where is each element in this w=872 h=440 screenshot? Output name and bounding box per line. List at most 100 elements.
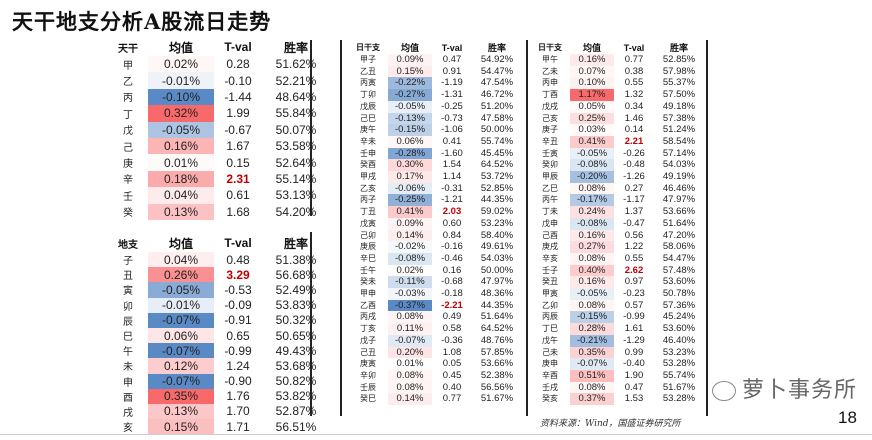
bottom-divider xyxy=(0,434,872,435)
table-row: 丁未 0.24% 1.37 53.66% xyxy=(530,206,704,218)
divider xyxy=(310,40,312,216)
row-label: 甲子 xyxy=(360,55,376,64)
mean-cell: 0.16% xyxy=(570,276,614,289)
table-row: 壬戌 0.08% 0.47 51.67% xyxy=(530,381,704,394)
win-rate-cell: 64.52% xyxy=(480,323,514,335)
mean-cell: 0.18% xyxy=(148,170,214,188)
win-rate-cell: 51.38% xyxy=(275,252,317,267)
table-row: 己巳 -0.13% -0.73 47.58% xyxy=(348,112,522,125)
win-rate-cell: 56.51% xyxy=(275,419,317,434)
t-value-cell: 0.45 xyxy=(442,369,462,381)
win-rate-cell: 48.36% xyxy=(480,288,514,300)
t-value-cell: 2.03 xyxy=(442,206,462,218)
table-row: 辰 -0.07% -0.91 50.32% xyxy=(108,312,330,328)
row-label: 己巳 xyxy=(360,113,376,123)
row-label: 甲申 xyxy=(360,289,376,299)
win-rate-cell: 54.92% xyxy=(480,54,514,65)
win-rate-cell: 54.47% xyxy=(480,65,514,77)
win-rate-cell: 56.56% xyxy=(480,381,514,393)
table-row: 乙丑 0.15% 0.91 54.47% xyxy=(348,65,522,78)
row-label: 丙辰 xyxy=(542,312,558,322)
win-rate-cell: 53.23% xyxy=(662,346,696,358)
win-rate-cell: 51.62% xyxy=(275,57,317,72)
t-value-cell: -0.25 xyxy=(441,100,463,112)
table-row: 庚寅 0.01% 0.05 53.66% xyxy=(348,358,522,370)
mean-cell: -0.03% xyxy=(388,288,432,300)
win-rate-cell: 53.82% xyxy=(275,389,317,404)
t-value-cell: -2.21 xyxy=(441,299,463,311)
table-row: 庚辰 -0.02% -0.16 49.61% xyxy=(348,241,522,253)
table-row: 戊子 -0.07% -0.36 48.76% xyxy=(348,334,522,347)
mean-cell: 0.28% xyxy=(570,323,614,335)
mean-cell: -0.01% xyxy=(148,72,214,89)
table-row: 戊 -0.05% -0.67 50.07% xyxy=(108,121,330,138)
row-label: 丁酉 xyxy=(542,90,558,100)
table-row: 癸丑 0.16% 0.97 53.60% xyxy=(530,276,704,289)
mean-cell: 0.35% xyxy=(570,346,614,359)
t-value-cell: -0.16 xyxy=(441,241,463,253)
column-header: 均值 xyxy=(400,43,419,53)
table-row: 辛 0.18% 2.31 55.14% xyxy=(108,170,330,188)
row-label: 癸巳 xyxy=(360,394,376,404)
t-value-cell: 0.15 xyxy=(226,155,250,170)
t-value-cell: -1.60 xyxy=(441,147,463,159)
mean-cell: 0.11% xyxy=(388,323,432,335)
win-rate-cell: 52.38% xyxy=(480,369,514,381)
table-row: 乙 -0.01% -0.10 52.21% xyxy=(108,72,330,89)
win-rate-cell: 54.03% xyxy=(662,159,696,171)
t-value-cell: 0.47 xyxy=(442,54,462,65)
row-label: 癸 xyxy=(123,208,133,220)
mean-cell: 0.06% xyxy=(148,327,214,344)
row-label: 壬 xyxy=(123,191,133,203)
header-row: 地支 均值 T-val 胜率 xyxy=(108,234,330,252)
row-label: 丙子 xyxy=(360,195,376,205)
ganzhi-table-1: 日干支 均值 T-val 胜率 甲子 0.09% 0.47 54.92% 乙丑 0.15% 0.91… xyxy=(348,41,522,406)
t-value-cell: -1.19 xyxy=(441,77,463,89)
win-rate-cell: 49.61% xyxy=(480,241,514,253)
table-row: 午 -0.07% -0.99 49.43% xyxy=(108,343,330,359)
table-row: 庚戌 0.27% 1.22 58.06% xyxy=(530,241,704,253)
row-label: 乙巳 xyxy=(542,183,558,193)
win-rate-cell: 58.40% xyxy=(480,229,514,241)
ganzhi-table-2: 日干支 均值 T-val 胜率 甲午 0.16% 0.77 52.85% 乙未 0.07% 0.38… xyxy=(530,41,704,406)
table-row: 甲申 -0.03% -0.18 48.36% xyxy=(348,288,522,300)
mean-cell: 0.08% xyxy=(570,252,614,265)
row-label: 辛巳 xyxy=(360,253,376,263)
t-value-cell: 1.14 xyxy=(442,171,462,183)
table-row: 甲 0.02% 0.28 51.62% xyxy=(108,56,330,73)
mean-cell: 0.02% xyxy=(388,264,432,277)
t-value-cell: 0.77 xyxy=(624,54,644,65)
mean-cell: -0.13% xyxy=(388,112,432,125)
table-row: 乙巳 0.08% 0.27 46.46% xyxy=(530,182,704,195)
t-value-cell: -0.10 xyxy=(224,73,252,88)
table-row: 酉 0.35% 1.76 53.82% xyxy=(108,388,330,404)
mean-cell: 0.13% xyxy=(148,403,214,420)
table-row: 寅 -0.05% -0.53 52.49% xyxy=(108,282,330,298)
win-rate-cell: 46.46% xyxy=(662,182,696,194)
win-rate-cell: 51.67% xyxy=(480,393,514,405)
mean-cell: -0.37% xyxy=(388,299,432,312)
mean-cell: 0.16% xyxy=(570,229,614,242)
dizhi-table: 地支 均值 T-val 胜率子 0.04% 0.48 51.38% 丑 0.26% 3.29 56.… xyxy=(108,234,330,435)
row-label: 庚子 xyxy=(542,125,558,135)
win-rate-cell: 47.97% xyxy=(480,276,514,288)
table-row: 戊寅 0.09% 0.60 53.23% xyxy=(348,217,522,230)
mean-cell: 0.04% xyxy=(148,252,214,268)
mean-cell: 0.01% xyxy=(148,154,214,171)
mean-cell: 0.08% xyxy=(570,381,614,394)
win-rate-cell: 49.18% xyxy=(662,100,696,112)
row-label: 甲戌 xyxy=(360,172,376,182)
t-value-cell: 0.48 xyxy=(226,252,250,267)
row-label: 辛丑 xyxy=(542,136,558,146)
row-label: 子 xyxy=(123,256,133,268)
mean-cell: -0.07% xyxy=(148,373,214,389)
table-row: 壬 0.04% 0.61 53.13% xyxy=(108,187,330,204)
win-rate-cell: 49.43% xyxy=(275,343,317,358)
row-label: 己丑 xyxy=(360,347,376,357)
mean-cell: 0.37% xyxy=(570,393,614,406)
win-rate-cell: 54.47% xyxy=(662,252,696,264)
table-row: 庚子 0.03% 0.14 51.24% xyxy=(530,124,704,136)
mean-cell: 0.06% xyxy=(388,135,432,148)
mean-cell: -0.05% xyxy=(148,282,214,298)
row-label: 亥 xyxy=(123,423,133,435)
